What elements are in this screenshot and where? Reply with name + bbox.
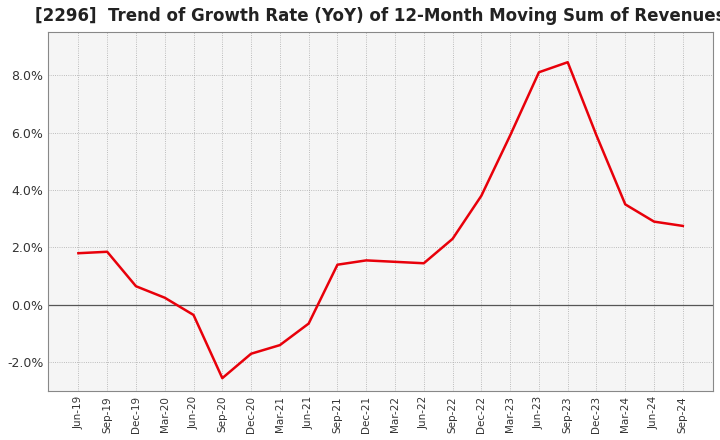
Title: [2296]  Trend of Growth Rate (YoY) of 12-Month Moving Sum of Revenues: [2296] Trend of Growth Rate (YoY) of 12-… [35,7,720,25]
